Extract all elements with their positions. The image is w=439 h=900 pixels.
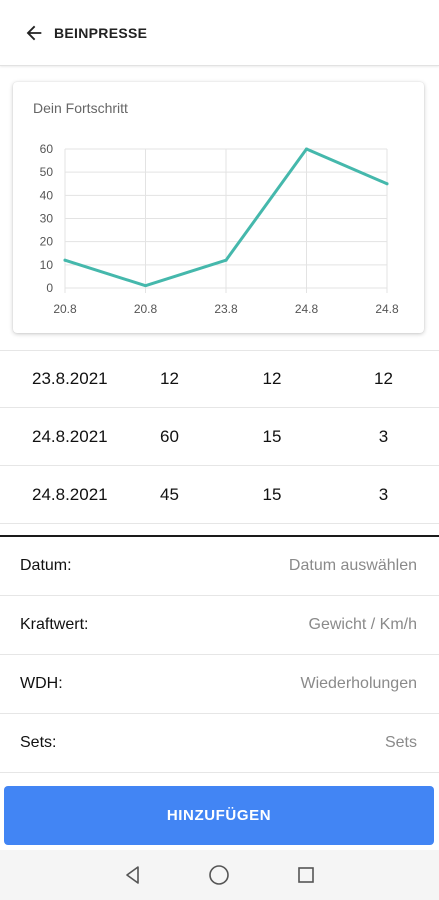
reps-label: WDH:: [20, 675, 63, 692]
y-tick-label: 20: [40, 235, 54, 249]
cell-date: 24.8.2021: [32, 484, 108, 504]
y-tick-label: 60: [40, 142, 54, 156]
reps-row: WDH:: [0, 655, 439, 714]
data-point: [224, 258, 228, 262]
cell-sets: 3: [378, 426, 389, 446]
entries-table: 23.8.2021 12 12 12 24.8.2021 60 15 3 24.…: [0, 350, 439, 524]
y-tick-label: 40: [40, 188, 54, 202]
progress-line-chart: 0 10 20 30 40 50 60 20.8 20.8 23.8 24.8 24.8: [40, 142, 399, 316]
x-tick-label: 20.8: [53, 302, 77, 316]
app-bar: BEINPRESSE: [0, 0, 439, 66]
sets-label: Sets:: [20, 734, 57, 751]
data-point: [385, 182, 389, 186]
cell-weight: 45: [160, 484, 179, 504]
cell-reps: 12: [262, 369, 282, 388]
x-tick-label: 23.8: [214, 302, 238, 316]
progress-chart-card: Dein Fortschritt 0 10 20 30 40 50 60 20.8 20.8 23…: [13, 82, 424, 333]
y-tick-label: 30: [40, 212, 54, 226]
cell-reps: 15: [262, 484, 282, 504]
data-point: [305, 147, 308, 151]
data-point: [63, 258, 67, 262]
sets-row: Sets:: [0, 714, 439, 773]
page-title: BEINPRESSE: [54, 24, 148, 41]
cell-sets: 3: [378, 484, 389, 504]
nav-home-button[interactable]: [201, 857, 237, 893]
x-tick-label: 20.8: [134, 302, 158, 316]
reps-input[interactable]: [217, 675, 417, 693]
cell-weight: 12: [160, 369, 179, 388]
date-label: Datum:: [20, 557, 72, 574]
nav-recents-icon: [298, 867, 314, 883]
cell-date: 23.8.2021: [32, 369, 108, 388]
entry-form: Datum: Kraftwert: WDH: Sets:: [0, 537, 439, 773]
chart-title: Dein Fortschritt: [33, 100, 128, 116]
date-input[interactable]: [217, 557, 417, 575]
table-row: 24.8.2021 60 15 3: [0, 408, 439, 466]
x-tick-label: 24.8: [295, 302, 319, 316]
force-label: Kraftwert:: [20, 616, 89, 633]
y-tick-label: 10: [40, 258, 54, 272]
cell-reps: 15: [262, 426, 282, 446]
add-button[interactable]: HINZUFÜGEN: [4, 786, 434, 845]
table-row: 23.8.2021 12 12 12: [0, 350, 439, 408]
force-row: Kraftwert:: [0, 596, 439, 655]
nav-back-icon: [126, 866, 139, 884]
table-row: 24.8.2021 45 15 3: [0, 466, 439, 524]
cell-sets: 12: [374, 369, 393, 388]
x-tick-label: 24.8: [375, 302, 399, 316]
y-tick-label: 50: [40, 165, 54, 179]
section-divider: [0, 535, 439, 537]
data-point: [144, 284, 147, 288]
cell-date: 24.8.2021: [32, 426, 108, 446]
cell-weight: 60: [160, 426, 179, 446]
sets-input[interactable]: [217, 734, 417, 752]
arrow-left-icon: [26, 25, 42, 40]
nav-home-icon: [209, 865, 230, 885]
nav-back-button[interactable]: [115, 857, 151, 893]
y-tick-label: 0: [46, 281, 53, 295]
back-button[interactable]: [18, 17, 50, 49]
force-input[interactable]: [217, 616, 417, 634]
nav-recents-button[interactable]: [288, 857, 324, 893]
date-row: Datum:: [0, 537, 439, 596]
system-nav-bar: [0, 850, 439, 900]
